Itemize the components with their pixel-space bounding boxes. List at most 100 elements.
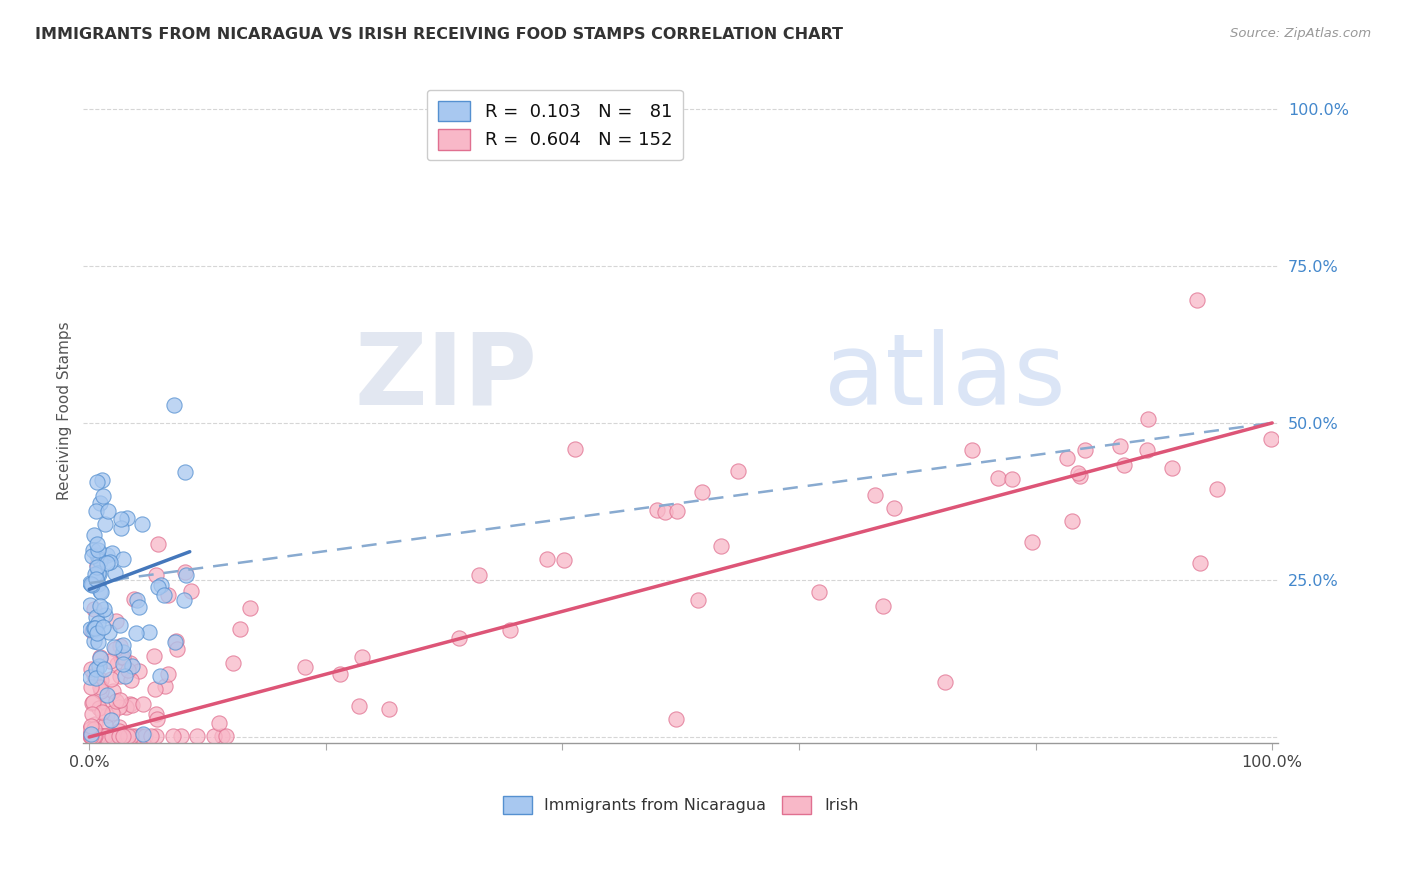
- Point: [170, 730, 193, 744]
- Point: [90, 730, 112, 744]
- Point: [112, 645, 135, 659]
- Point: [690, 485, 713, 500]
- Point: [110, 639, 132, 653]
- Point: [103, 683, 125, 698]
- Point: [1021, 535, 1043, 549]
- Point: [97, 504, 120, 518]
- Point: [229, 623, 252, 637]
- Point: [174, 465, 197, 479]
- Point: [215, 730, 238, 744]
- Point: [960, 442, 983, 457]
- Point: [86, 730, 108, 744]
- Point: [654, 505, 676, 519]
- Point: [96, 548, 118, 562]
- Point: [90, 684, 112, 698]
- Point: [143, 648, 166, 663]
- Point: [149, 578, 172, 592]
- Point: [82, 730, 104, 744]
- Point: [83, 602, 105, 616]
- Point: [91, 730, 114, 744]
- Point: [153, 679, 176, 693]
- Point: [89, 584, 111, 599]
- Point: [111, 730, 134, 744]
- Point: [100, 672, 122, 686]
- Point: [108, 668, 131, 682]
- Point: [79, 718, 101, 732]
- Point: [447, 631, 470, 645]
- Point: [1161, 461, 1184, 475]
- Point: [163, 398, 186, 412]
- Point: [87, 635, 110, 649]
- Point: [162, 730, 184, 744]
- Point: [79, 680, 101, 694]
- Point: [100, 730, 122, 744]
- Point: [84, 572, 107, 586]
- Point: [86, 549, 108, 563]
- Point: [1260, 432, 1282, 446]
- Point: [1136, 442, 1159, 457]
- Point: [105, 657, 128, 672]
- Point: [80, 730, 103, 744]
- Point: [79, 722, 101, 736]
- Point: [84, 662, 107, 676]
- Point: [112, 649, 135, 664]
- Point: [83, 730, 105, 744]
- Point: [87, 730, 110, 744]
- Point: [89, 680, 111, 694]
- Point: [1069, 468, 1091, 483]
- Point: [80, 730, 103, 744]
- Point: [79, 622, 101, 636]
- Point: [131, 516, 153, 531]
- Point: [93, 489, 115, 503]
- Point: [91, 706, 114, 720]
- Point: [121, 658, 143, 673]
- Point: [553, 553, 575, 567]
- Point: [87, 552, 110, 566]
- Point: [127, 593, 149, 607]
- Point: [86, 625, 108, 640]
- Point: [727, 464, 749, 478]
- Point: [83, 730, 105, 744]
- Point: [117, 663, 139, 677]
- Point: [90, 730, 112, 744]
- Point: [1189, 556, 1212, 570]
- Point: [80, 662, 103, 676]
- Point: [350, 649, 373, 664]
- Point: [564, 442, 586, 457]
- Point: [83, 567, 105, 582]
- Point: [86, 560, 108, 574]
- Point: [128, 665, 150, 679]
- Point: [79, 577, 101, 591]
- Point: [1109, 438, 1132, 452]
- Point: [124, 730, 146, 744]
- Point: [94, 718, 117, 732]
- Point: [139, 730, 162, 744]
- Point: [96, 557, 118, 571]
- Point: [647, 502, 669, 516]
- Point: [100, 713, 122, 727]
- Point: [98, 555, 121, 569]
- Point: [129, 730, 152, 744]
- Point: [89, 730, 111, 744]
- Point: [104, 730, 127, 744]
- Point: [87, 567, 110, 582]
- Point: [180, 583, 202, 598]
- Point: [110, 521, 132, 535]
- Point: [153, 588, 176, 602]
- Point: [132, 727, 155, 741]
- Point: [90, 673, 112, 688]
- Point: [1074, 443, 1097, 458]
- Point: [122, 592, 145, 607]
- Point: [165, 634, 187, 648]
- Point: [79, 730, 101, 744]
- Text: Source: ZipAtlas.com: Source: ZipAtlas.com: [1230, 27, 1371, 40]
- Point: [84, 621, 107, 635]
- Point: [103, 640, 125, 654]
- Point: [145, 730, 167, 744]
- Point: [125, 626, 148, 640]
- Point: [117, 730, 139, 744]
- Point: [536, 551, 558, 566]
- Point: [222, 657, 245, 671]
- Point: [103, 730, 125, 744]
- Point: [84, 717, 107, 731]
